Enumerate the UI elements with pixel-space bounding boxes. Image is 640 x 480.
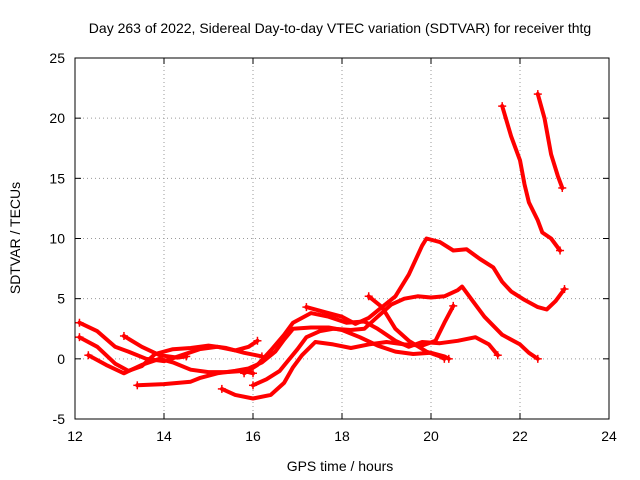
plus-marker — [249, 369, 257, 378]
plus-marker — [364, 292, 373, 301]
x-tick-label: 22 — [512, 428, 528, 444]
y-tick-label: 0 — [57, 351, 65, 367]
y-tick-label: 5 — [57, 291, 65, 307]
x-tick-label: 24 — [601, 428, 617, 444]
chart-title: Day 263 of 2022, Sidereal Day-to-day VTE… — [89, 20, 591, 36]
series-arc-11 — [500, 104, 562, 253]
plus-marker — [558, 183, 567, 192]
axis-ticks: 12 14 16 18 20 22 24 -5 0 5 10 15 20 25 — [49, 50, 617, 444]
x-axis-label: GPS time / hours — [287, 458, 394, 474]
x-tick-label: 20 — [423, 428, 439, 444]
series-arc-5 — [135, 325, 451, 388]
series-arc-2 — [77, 335, 264, 373]
plus-marker — [302, 303, 311, 312]
plus-marker — [217, 384, 226, 393]
plus-marker — [84, 351, 93, 360]
plus-marker — [560, 285, 569, 294]
y-tick-label: -5 — [53, 411, 66, 427]
plus-marker — [498, 102, 507, 111]
y-tick-label: 20 — [49, 110, 65, 126]
series-arc-12 — [535, 92, 565, 190]
series-arc-4 — [121, 334, 189, 360]
y-axis-label: SDTVAR / TECUs — [7, 182, 23, 294]
data-series — [75, 90, 569, 401]
plus-marker — [440, 354, 449, 363]
series-arc-8 — [251, 284, 540, 388]
plus-marker — [182, 352, 191, 361]
plot-frame — [74, 57, 610, 420]
plus-marker — [533, 354, 542, 363]
y-tick-label: 15 — [49, 170, 65, 186]
x-tick-label: 16 — [245, 428, 261, 444]
x-tick-label: 12 — [67, 428, 83, 444]
plus-marker — [449, 301, 458, 310]
series-arc-10 — [366, 294, 447, 361]
plus-marker — [119, 331, 128, 340]
plus-marker — [133, 381, 142, 390]
plus-marker — [240, 369, 249, 378]
y-tick-label: 25 — [49, 50, 65, 66]
series-arc-9 — [304, 236, 567, 326]
plus-marker — [556, 246, 565, 255]
plus-marker — [249, 381, 257, 390]
plus-marker — [75, 318, 84, 327]
y-tick-label: 10 — [49, 231, 65, 247]
plus-marker — [75, 333, 84, 342]
x-tick-label: 14 — [156, 428, 172, 444]
x-tick-label: 18 — [334, 428, 350, 444]
plus-marker — [253, 336, 262, 345]
plus-marker — [493, 351, 502, 360]
plus-marker — [533, 90, 542, 99]
